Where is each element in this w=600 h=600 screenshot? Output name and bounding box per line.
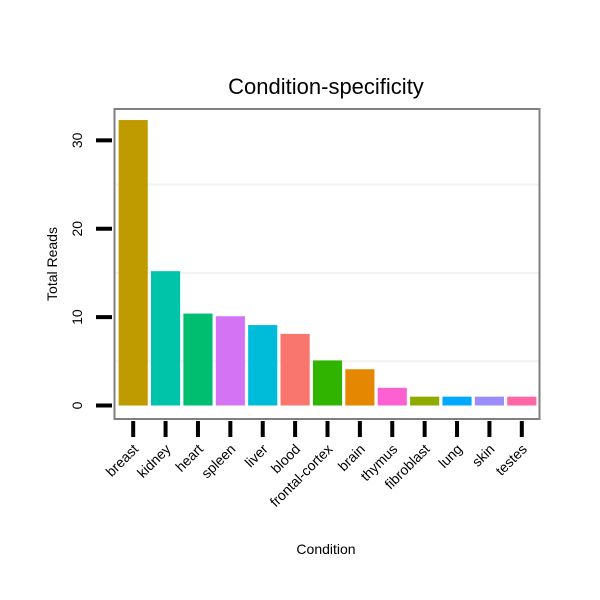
bar-liver — [248, 325, 278, 406]
bar-skin — [474, 396, 504, 406]
x-tick-label-breast: breast — [102, 441, 141, 480]
bar-brain — [345, 369, 375, 406]
x-tick-label-liver: liver — [241, 441, 271, 471]
bar-breast — [118, 120, 148, 406]
bar-spleen — [215, 316, 245, 406]
plot-frame — [113, 108, 541, 420]
bar-kidney — [151, 271, 181, 406]
y-tick-label-10: 10 — [69, 309, 85, 325]
bar-fibroblast — [410, 396, 440, 406]
bar-heart — [183, 313, 213, 406]
x-axis-label: Condition — [296, 541, 355, 557]
x-tick-label-spleen: spleen — [198, 441, 238, 481]
y-tick-label-0: 0 — [69, 401, 85, 409]
x-tick-label-testes: testes — [492, 441, 530, 479]
bar-testes — [507, 396, 537, 406]
x-tick-label-kidney: kidney — [134, 441, 174, 481]
bar-frontal-cortex — [312, 360, 343, 406]
y-axis-label: Total Reads — [44, 227, 60, 301]
x-tick-label-lung: lung — [435, 441, 465, 471]
chart-title: Condition-specificity — [228, 74, 424, 99]
y-tick-label-30: 30 — [69, 132, 85, 148]
bar-blood — [280, 333, 310, 406]
bars — [118, 120, 537, 406]
bar-lung — [442, 396, 472, 406]
y-axis: 0 10 20 30 — [69, 132, 112, 409]
y-tick-label-20: 20 — [69, 221, 85, 237]
bar-thymus — [377, 387, 407, 406]
